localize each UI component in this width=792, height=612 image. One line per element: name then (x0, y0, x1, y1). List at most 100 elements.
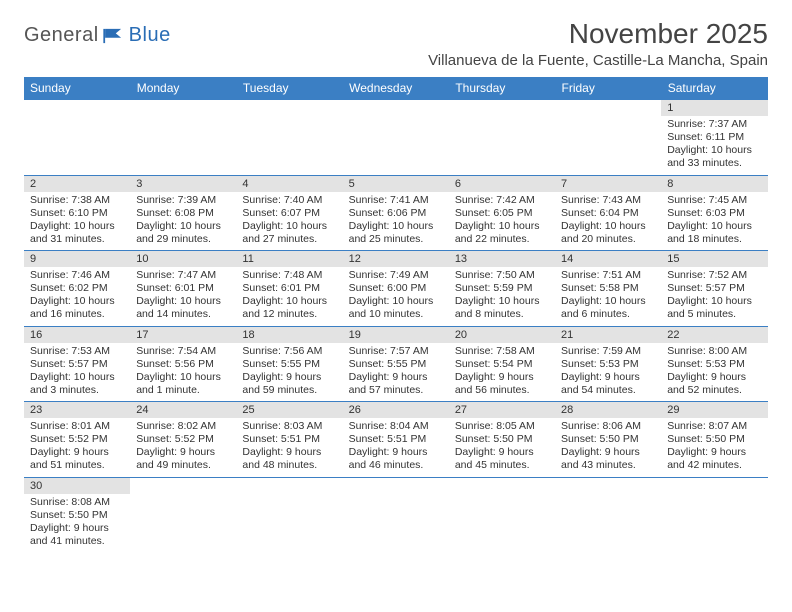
day-content-cell: Sunrise: 8:05 AMSunset: 5:50 PMDaylight:… (449, 418, 555, 477)
daylight-text-2: and 49 minutes. (136, 459, 230, 472)
day-content-cell (24, 116, 130, 175)
daylight-text-1: Daylight: 9 hours (242, 371, 336, 384)
day-content-cell: Sunrise: 7:59 AMSunset: 5:53 PMDaylight:… (555, 343, 661, 402)
day-number-cell (343, 100, 449, 117)
day-number-cell: 20 (449, 326, 555, 343)
day-number-cell: 8 (661, 175, 767, 192)
col-friday: Friday (555, 77, 661, 100)
week-content-row: Sunrise: 8:01 AMSunset: 5:52 PMDaylight:… (24, 418, 768, 477)
sunset-text: Sunset: 6:03 PM (667, 207, 761, 220)
sunrise-text: Sunrise: 7:51 AM (561, 269, 655, 282)
daylight-text-2: and 16 minutes. (30, 308, 124, 321)
sunrise-text: Sunrise: 8:05 AM (455, 420, 549, 433)
day-number-cell (555, 100, 661, 117)
daylight-text-1: Daylight: 9 hours (136, 446, 230, 459)
day-content-cell (236, 116, 342, 175)
week-daynum-row: 30 (24, 477, 768, 494)
daylight-text-2: and 29 minutes. (136, 233, 230, 246)
sunset-text: Sunset: 5:52 PM (30, 433, 124, 446)
daylight-text-1: Daylight: 10 hours (667, 220, 761, 233)
day-content-cell (343, 116, 449, 175)
day-number-cell: 12 (343, 251, 449, 268)
title-block: November 2025 Villanueva de la Fuente, C… (428, 18, 768, 69)
day-number-cell: 23 (24, 402, 130, 419)
daylight-text-1: Daylight: 9 hours (667, 446, 761, 459)
col-wednesday: Wednesday (343, 77, 449, 100)
day-content-cell: Sunrise: 7:41 AMSunset: 6:06 PMDaylight:… (343, 192, 449, 251)
day-content-cell: Sunrise: 7:52 AMSunset: 5:57 PMDaylight:… (661, 267, 767, 326)
sunset-text: Sunset: 6:02 PM (30, 282, 124, 295)
week-daynum-row: 9101112131415 (24, 251, 768, 268)
day-number-cell: 16 (24, 326, 130, 343)
daylight-text-2: and 1 minute. (136, 384, 230, 397)
daylight-text-2: and 52 minutes. (667, 384, 761, 397)
sunrise-text: Sunrise: 7:46 AM (30, 269, 124, 282)
day-number-cell: 11 (236, 251, 342, 268)
day-number-cell: 29 (661, 402, 767, 419)
sunset-text: Sunset: 5:50 PM (667, 433, 761, 446)
day-content-cell: Sunrise: 7:58 AMSunset: 5:54 PMDaylight:… (449, 343, 555, 402)
day-number-cell: 1 (661, 100, 767, 117)
daylight-text-1: Daylight: 9 hours (561, 446, 655, 459)
day-number-cell: 24 (130, 402, 236, 419)
sunrise-text: Sunrise: 8:08 AM (30, 496, 124, 509)
sunrise-text: Sunrise: 7:53 AM (30, 345, 124, 358)
sunrise-text: Sunrise: 7:49 AM (349, 269, 443, 282)
sunset-text: Sunset: 5:53 PM (667, 358, 761, 371)
daylight-text-2: and 42 minutes. (667, 459, 761, 472)
daylight-text-2: and 27 minutes. (242, 233, 336, 246)
daylight-text-1: Daylight: 9 hours (349, 371, 443, 384)
sunrise-text: Sunrise: 7:58 AM (455, 345, 549, 358)
daylight-text-1: Daylight: 10 hours (136, 295, 230, 308)
daylight-text-2: and 5 minutes. (667, 308, 761, 321)
sunset-text: Sunset: 6:01 PM (242, 282, 336, 295)
daylight-text-2: and 54 minutes. (561, 384, 655, 397)
sunrise-text: Sunrise: 7:37 AM (667, 118, 761, 131)
sunset-text: Sunset: 5:53 PM (561, 358, 655, 371)
day-content-cell: Sunrise: 7:45 AMSunset: 6:03 PMDaylight:… (661, 192, 767, 251)
daylight-text-1: Daylight: 9 hours (349, 446, 443, 459)
daylight-text-1: Daylight: 10 hours (667, 295, 761, 308)
daylight-text-2: and 18 minutes. (667, 233, 761, 246)
daylight-text-1: Daylight: 10 hours (561, 295, 655, 308)
week-content-row: Sunrise: 7:38 AMSunset: 6:10 PMDaylight:… (24, 192, 768, 251)
col-saturday: Saturday (661, 77, 767, 100)
day-content-cell: Sunrise: 8:03 AMSunset: 5:51 PMDaylight:… (236, 418, 342, 477)
daylight-text-2: and 3 minutes. (30, 384, 124, 397)
daylight-text-1: Daylight: 10 hours (561, 220, 655, 233)
sunrise-text: Sunrise: 7:42 AM (455, 194, 549, 207)
day-number-cell: 6 (449, 175, 555, 192)
day-content-cell: Sunrise: 7:57 AMSunset: 5:55 PMDaylight:… (343, 343, 449, 402)
brand-logo: General Blue (24, 18, 171, 47)
brand-part2: Blue (129, 24, 171, 47)
sunset-text: Sunset: 5:52 PM (136, 433, 230, 446)
day-content-cell (236, 494, 342, 553)
daylight-text-1: Daylight: 10 hours (242, 220, 336, 233)
daylight-text-1: Daylight: 9 hours (667, 371, 761, 384)
page-header: General Blue November 2025 Villanueva de… (24, 18, 768, 69)
daylight-text-1: Daylight: 9 hours (561, 371, 655, 384)
daylight-text-1: Daylight: 9 hours (455, 371, 549, 384)
day-number-cell: 22 (661, 326, 767, 343)
sunrise-text: Sunrise: 7:57 AM (349, 345, 443, 358)
sunrise-text: Sunrise: 8:02 AM (136, 420, 230, 433)
sunset-text: Sunset: 5:50 PM (30, 509, 124, 522)
daylight-text-1: Daylight: 10 hours (242, 295, 336, 308)
day-number-cell: 9 (24, 251, 130, 268)
daylight-text-2: and 10 minutes. (349, 308, 443, 321)
sunset-text: Sunset: 6:07 PM (242, 207, 336, 220)
daylight-text-2: and 31 minutes. (30, 233, 124, 246)
week-daynum-row: 1 (24, 100, 768, 117)
daylight-text-1: Daylight: 10 hours (667, 144, 761, 157)
daylight-text-2: and 46 minutes. (349, 459, 443, 472)
daylight-text-2: and 43 minutes. (561, 459, 655, 472)
day-content-cell (449, 494, 555, 553)
day-number-cell: 15 (661, 251, 767, 268)
day-content-cell: Sunrise: 7:51 AMSunset: 5:58 PMDaylight:… (555, 267, 661, 326)
sunset-text: Sunset: 5:50 PM (455, 433, 549, 446)
day-number-cell (130, 477, 236, 494)
sunrise-text: Sunrise: 7:48 AM (242, 269, 336, 282)
day-content-cell: Sunrise: 8:06 AMSunset: 5:50 PMDaylight:… (555, 418, 661, 477)
day-number-cell (236, 477, 342, 494)
day-number-cell (236, 100, 342, 117)
